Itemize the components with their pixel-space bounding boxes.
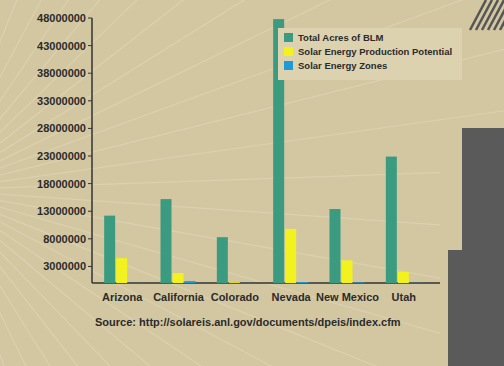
y-tick [88, 100, 92, 101]
legend-swatch [284, 33, 293, 42]
bar [104, 216, 115, 283]
bar [297, 282, 308, 283]
bar [330, 209, 341, 283]
ray [0, 190, 504, 366]
y-tick-label: 48000000 [37, 12, 86, 24]
stripes [470, 0, 504, 30]
bar [217, 237, 228, 283]
legend: Total Acres of BLM Solar Energy Productio… [278, 28, 462, 80]
legend-box [278, 28, 462, 80]
y-tick [88, 238, 92, 239]
y-tick-label: 43000000 [37, 40, 86, 52]
ray [0, 0, 504, 190]
bar [386, 157, 397, 283]
ray [0, 0, 504, 190]
ray [0, 0, 504, 190]
x-tick-label: Utah [392, 291, 417, 303]
y-tick [88, 73, 92, 74]
y-tick [88, 156, 92, 157]
ray [0, 190, 504, 346]
y-tick [88, 128, 92, 129]
y-tick [88, 18, 92, 19]
y-tick-label: 28000000 [37, 122, 86, 134]
x-tick-label: Arizona [102, 291, 143, 303]
ray [0, 190, 504, 366]
ray [0, 190, 504, 366]
ray [0, 0, 96, 190]
bar [285, 229, 296, 283]
y-tick [88, 183, 92, 184]
y-tick-label: 23000000 [37, 150, 86, 162]
x-tick-label: Nevada [272, 291, 312, 303]
ray [0, 65, 504, 190]
chart: 3000000 8000000 13000000 18000000 23000000 28… [0, 0, 504, 366]
rays [0, 0, 504, 366]
ray [0, 190, 504, 253]
legend-label: Solar Energy Zones [298, 60, 387, 71]
y-tick [88, 211, 92, 212]
y-tick [88, 45, 92, 46]
legend-label: Total Acres of BLM [298, 32, 384, 43]
ray [0, 0, 504, 190]
y-tick [88, 266, 92, 267]
ray [0, 190, 417, 366]
stripe [500, 0, 504, 30]
ray [0, 190, 158, 366]
ray [0, 0, 188, 190]
bar [229, 282, 240, 283]
bar [116, 258, 127, 283]
bar [241, 282, 252, 283]
x-tick-label: New Mexico [316, 291, 379, 303]
bar [342, 260, 353, 283]
ray [0, 190, 504, 366]
legend-swatch [284, 47, 293, 56]
y-tick-label: 33000000 [37, 95, 86, 107]
bar [173, 273, 184, 283]
y-tick-label: 38000000 [37, 67, 86, 79]
bar [398, 272, 409, 283]
y-tick-label: 13000000 [37, 205, 86, 217]
bar [128, 282, 139, 283]
ray [0, 0, 504, 190]
y-tick-label: 8000000 [43, 233, 86, 245]
x-tick-label: Colorado [211, 291, 260, 303]
y-axis [91, 18, 93, 283]
side-gap [440, 128, 462, 366]
legend-label: Solar Energy Production Potential [298, 46, 452, 57]
source: Source: http://solareis.anl.gov/document… [95, 316, 401, 328]
ray [0, 190, 504, 366]
bar [410, 282, 421, 283]
ray [0, 190, 335, 366]
bar [185, 281, 196, 283]
legend-swatch [284, 61, 293, 70]
x-tick-label: California [153, 291, 205, 303]
ray [0, 0, 504, 190]
bar [354, 282, 365, 283]
bar [161, 199, 172, 283]
ray [0, 190, 504, 366]
background [0, 0, 504, 366]
y-tick-label: 18000000 [37, 178, 86, 190]
ray [0, 159, 504, 190]
ray [0, 0, 504, 190]
ray [0, 190, 494, 366]
ray [0, 190, 248, 366]
y-tick-label: 3000000 [43, 260, 86, 272]
